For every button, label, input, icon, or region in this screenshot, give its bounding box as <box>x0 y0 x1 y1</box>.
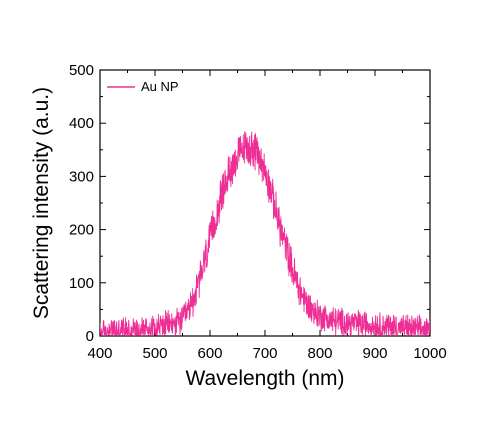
y-tick-label: 0 <box>86 328 94 345</box>
x-tick-label: 600 <box>197 345 222 362</box>
y-tick-label: 300 <box>69 168 94 185</box>
x-tick-label: 400 <box>87 345 112 362</box>
y-tick-label: 200 <box>69 222 94 239</box>
series-group <box>100 131 430 336</box>
x-axis-title: Wavelength (nm) <box>185 367 344 390</box>
plot-area-frame <box>99 69 431 337</box>
y-tick-label: 100 <box>69 275 94 292</box>
legend-label-au-np: Au NP <box>141 79 179 94</box>
x-tick-label: 900 <box>362 345 387 362</box>
x-tick-label: 1000 <box>413 345 446 362</box>
y-axis-title: Scattering intensity (a.u.) <box>30 87 53 319</box>
x-axis-ticks <box>99 70 431 336</box>
x-tick-label: 700 <box>252 345 277 362</box>
series-line-au-np <box>100 131 430 336</box>
x-axis-tick-labels: 400 500 600 700 800 900 1000 <box>87 345 446 362</box>
y-tick-label: 500 <box>69 62 94 79</box>
y-tick-label: 400 <box>69 115 94 132</box>
y-axis-tick-labels: 0 100 200 300 400 500 <box>69 62 94 345</box>
y-axis-ticks <box>100 69 430 337</box>
legend: Au NP <box>107 79 179 94</box>
x-tick-label: 500 <box>142 345 167 362</box>
x-tick-label: 800 <box>307 345 332 362</box>
